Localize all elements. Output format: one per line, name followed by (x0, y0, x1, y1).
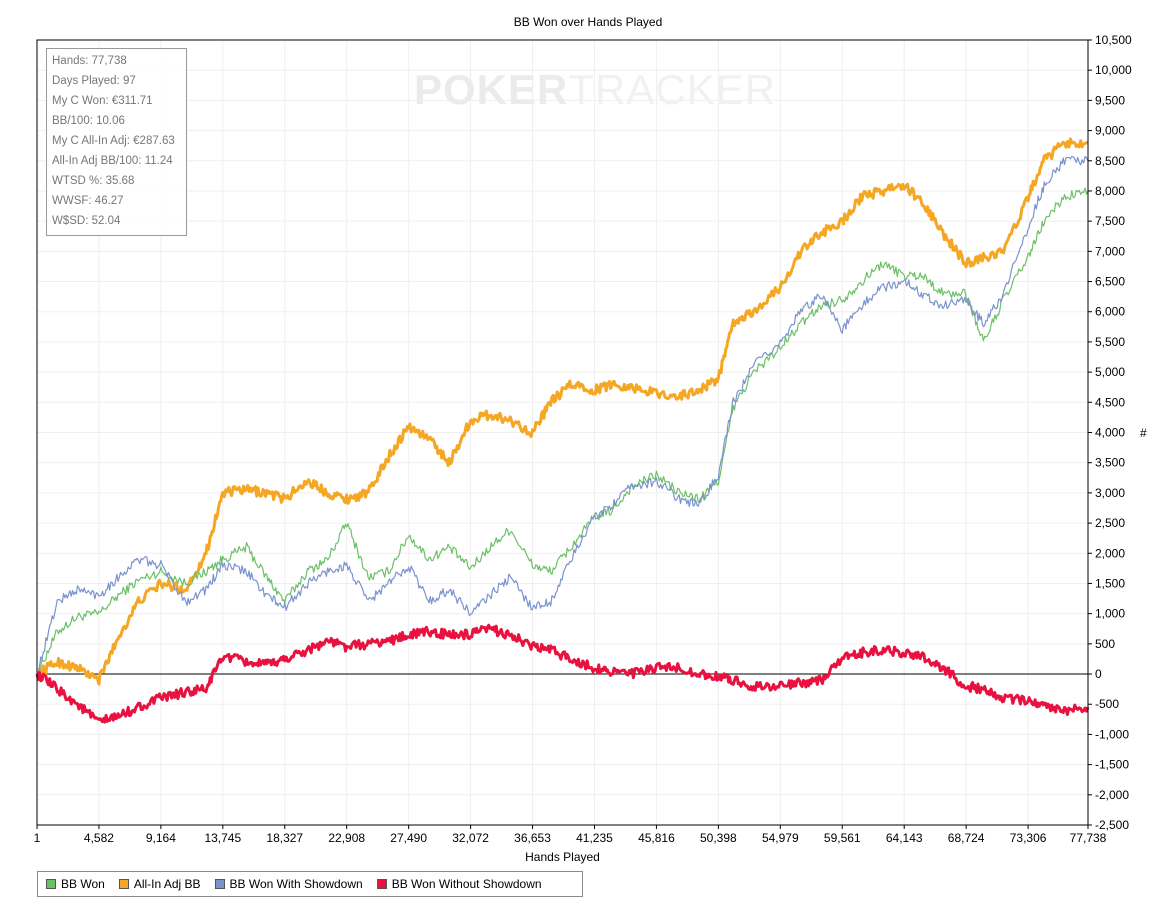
y-tick-label: 2,500 (1095, 516, 1125, 530)
legend-item-bb-won[interactable]: BB Won (46, 877, 105, 891)
y-tick-label: 9,500 (1095, 93, 1125, 107)
x-tick-label: 54,979 (762, 831, 799, 845)
legend-item-bb-won-with-showdown[interactable]: BB Won With Showdown (214, 877, 363, 891)
y-tick-label: 5,500 (1095, 335, 1125, 349)
y-tick-label: 2,000 (1095, 546, 1125, 560)
legend-label-bb-won-without-showdown: BB Won Without Showdown (391, 877, 542, 891)
x-tick-label: 27,490 (390, 831, 427, 845)
series-lines (35, 137, 1090, 724)
stat-hands: Hands: 77,738 (52, 55, 127, 67)
x-tick-label: 22,908 (328, 831, 365, 845)
y-tick-label: 500 (1095, 637, 1115, 651)
legend: BB Won All-In Adj BB BB Won With Showdow… (37, 871, 583, 897)
x-tick-label: 50,398 (700, 831, 737, 845)
y-tick-label: 0 (1095, 667, 1102, 681)
stats-box: Hands: 77,738 Days Played: 97 My C Won: … (46, 48, 187, 236)
watermark-part1: POKER (414, 66, 569, 113)
legend-swatch-bb-won-without-showdown (376, 879, 387, 889)
y-tick-label: 3,500 (1095, 456, 1125, 470)
legend-label-bb-won: BB Won (61, 877, 105, 891)
legend-label-all-in-adj-bb: All-In Adj BB (133, 877, 201, 891)
y-tick-label: 1,500 (1095, 576, 1125, 590)
watermark-part2: TRACKER (568, 66, 777, 113)
series-line-all-in-adj-bb (35, 137, 1089, 686)
x-tick-label: 4,582 (84, 831, 114, 845)
series-line-bb-won (36, 187, 1089, 677)
legend-swatch-all-in-adj-bb (118, 879, 129, 889)
stat-bb-per-100: BB/100: 10.06 (52, 115, 125, 127)
x-tick-label: 64,143 (886, 831, 923, 845)
y-tick-label: 10,000 (1095, 63, 1132, 77)
y-tick-label: 8,000 (1095, 184, 1125, 198)
x-tick-label: 59,561 (824, 831, 861, 845)
y-tick-label: 5,000 (1095, 365, 1125, 379)
y-tick-label: 10,500 (1095, 33, 1132, 47)
x-axis-title: Hands Played (525, 850, 600, 864)
x-tick-label: 9,164 (146, 831, 176, 845)
stat-all-in-adj: My C All-In Adj: €287.63 (52, 135, 175, 147)
y-tick-label: -2,000 (1095, 788, 1129, 802)
x-tick-label: 36,653 (514, 831, 551, 845)
x-tick-label: 41,235 (576, 831, 613, 845)
y-tick-label: 6,000 (1095, 305, 1125, 319)
y-tick-label: -500 (1095, 697, 1119, 711)
x-tick-label: 68,724 (948, 831, 985, 845)
y-tick-label: 1,000 (1095, 607, 1125, 621)
stat-wsd: W$SD: 52.04 (52, 215, 121, 227)
stat-days-played: Days Played: 97 (52, 75, 136, 87)
y-tick-label: -1,500 (1095, 758, 1129, 772)
y-tick-label: 9,000 (1095, 124, 1125, 138)
x-tick-label: 77,738 (1070, 831, 1107, 845)
y-tick-label: 6,500 (1095, 275, 1125, 289)
y-tick-label: -2,500 (1095, 818, 1129, 832)
y-axis-title: # (1140, 426, 1147, 440)
series-line-bb-won-without-showdown (35, 623, 1090, 724)
x-tick-label: 13,745 (204, 831, 241, 845)
y-tick-label: 8,500 (1095, 154, 1125, 168)
stat-wwsf: WWSF: 46.27 (52, 195, 124, 207)
x-tick-label: 1 (34, 831, 41, 845)
legend-item-all-in-adj-bb[interactable]: All-In Adj BB (118, 877, 201, 891)
legend-label-bb-won-with-showdown: BB Won With Showdown (229, 877, 363, 891)
stat-wtsd: WTSD %: 35.68 (52, 175, 135, 187)
y-axis-ticks: 10,500 10,000 9,500 9,000 8,500 8,000 7,500 7,0… (1088, 33, 1132, 832)
series-line-bb-won-with-showdown (36, 155, 1089, 675)
y-tick-label: 7,500 (1095, 214, 1125, 228)
y-tick-label: 3,000 (1095, 486, 1125, 500)
legend-swatch-bb-won-with-showdown (214, 879, 225, 889)
y-tick-label: 4,500 (1095, 395, 1125, 409)
x-tick-label: 45,816 (638, 831, 675, 845)
stat-won: My C Won: €311.71 (52, 95, 153, 107)
legend-item-bb-won-without-showdown[interactable]: BB Won Without Showdown (376, 877, 542, 891)
x-tick-label: 73,306 (1010, 831, 1047, 845)
y-tick-label: 7,000 (1095, 244, 1125, 258)
x-tick-label: 32,072 (452, 831, 489, 845)
chart-title: BB Won over Hands Played (513, 15, 663, 29)
pokertracker-watermark-logo: POKERTRACKER (414, 66, 776, 114)
y-tick-label: 4,000 (1095, 426, 1125, 440)
stat-all-in-adj-bb-per-100: All-In Adj BB/100: 11.24 (52, 155, 173, 167)
y-tick-label: -1,000 (1095, 727, 1129, 741)
legend-swatch-bb-won (46, 879, 56, 889)
x-tick-label: 18,327 (266, 831, 303, 845)
x-axis-ticks: 1 4,582 9,164 13,745 18,327 22,908 27,490 32,07… (34, 825, 1107, 845)
